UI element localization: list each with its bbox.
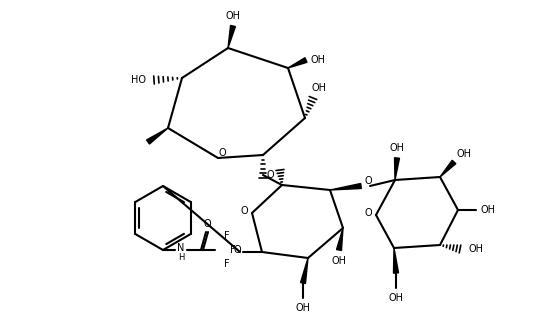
Text: OH: OH — [312, 83, 326, 93]
Polygon shape — [337, 228, 343, 251]
Polygon shape — [228, 26, 236, 48]
Polygon shape — [330, 184, 361, 190]
Text: O: O — [364, 176, 372, 186]
Text: H: H — [178, 253, 184, 263]
Polygon shape — [146, 128, 168, 144]
Text: OH: OH — [390, 143, 405, 153]
Text: OH: OH — [331, 256, 347, 266]
Text: OH: OH — [295, 303, 311, 313]
Text: N: N — [177, 243, 184, 253]
Text: O: O — [233, 245, 241, 255]
Text: O: O — [218, 148, 226, 158]
Text: O: O — [240, 206, 248, 216]
Text: HO: HO — [131, 75, 145, 85]
Polygon shape — [300, 258, 308, 283]
Text: OH: OH — [311, 55, 325, 65]
Text: F: F — [224, 231, 230, 241]
Text: F: F — [224, 259, 230, 269]
Text: OH: OH — [456, 149, 472, 159]
Polygon shape — [288, 58, 307, 68]
Text: O: O — [364, 208, 372, 218]
Polygon shape — [393, 248, 399, 273]
Text: OH: OH — [468, 244, 484, 254]
Text: OH: OH — [480, 205, 496, 215]
Text: F: F — [230, 245, 236, 255]
Polygon shape — [440, 160, 456, 177]
Text: O: O — [203, 219, 211, 229]
Polygon shape — [394, 158, 399, 180]
Text: OH: OH — [388, 293, 404, 303]
Text: O: O — [266, 170, 274, 180]
Text: OH: OH — [226, 11, 240, 21]
